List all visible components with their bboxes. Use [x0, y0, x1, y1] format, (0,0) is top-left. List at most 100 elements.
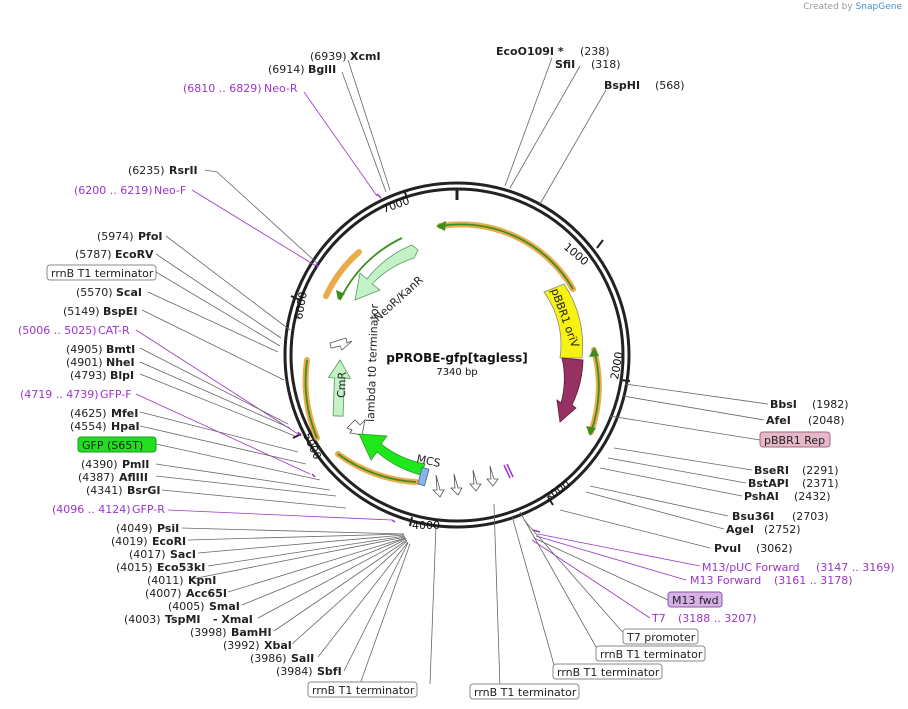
label-pos: (4719 .. 4739): [20, 388, 99, 401]
backbone-outer: [283, 181, 631, 529]
pbbr1-oriv-feature: [543, 283, 584, 359]
gfp-feature: [358, 433, 426, 476]
label-pos: (2703): [792, 510, 829, 523]
label-bamhi: BamHI: [231, 626, 272, 639]
label-sfii-pos: (318): [591, 58, 621, 71]
primer-marks: [297, 193, 541, 533]
label-t7-promoter: T7 promoter: [626, 631, 696, 644]
label-pos: (4341): [86, 484, 123, 497]
label-pos: (5006 .. 5025): [18, 324, 97, 337]
label-pos: (5149): [63, 305, 100, 318]
box-m13-fwd: [667, 591, 723, 608]
label-pos: (3992): [223, 639, 260, 652]
tick-2000: 2000: [608, 351, 626, 381]
label-sali: SalI: [291, 652, 314, 665]
pbbr1-rep-feature: [556, 357, 584, 423]
neor-feature: [354, 244, 419, 301]
label-pos: (5570): [76, 286, 113, 299]
connectors-left: [135, 169, 437, 685]
label-xcmi: XcmI: [350, 50, 381, 63]
label-rrnb-left: rrnB T1 terminator: [51, 267, 154, 280]
label-bsrgi: BsrGI: [127, 484, 160, 497]
label-ecorv: EcoRV: [115, 248, 154, 261]
label-afliii: AflIII: [119, 471, 148, 484]
box-rrnb-r3: [469, 683, 580, 700]
label-pos: (2371): [802, 477, 839, 490]
cmr-feature: [327, 359, 352, 417]
label-pos: (2291): [802, 464, 839, 477]
label-pos: (4003): [124, 613, 161, 626]
label-afei: AfeI: [766, 414, 791, 427]
tick-3000: 3000: [542, 478, 572, 505]
label-psii: PsiI: [157, 522, 179, 535]
label-acc65i: Acc65I: [186, 587, 227, 600]
label-pvui: PvuI: [714, 542, 741, 555]
label-xmai: - XmaI: [213, 613, 253, 626]
label-hpai: HpaI: [111, 420, 140, 433]
label-pos: (2752): [764, 523, 801, 536]
label-sbfi: SbfI: [317, 665, 342, 678]
label-rrnb-r1: rrnB T1 terminator: [600, 648, 703, 661]
label-pos: (6235): [128, 164, 165, 177]
snapgene-credit: Created by SnapGene: [803, 2, 902, 12]
label-sfii: SfiI: [555, 58, 575, 71]
label-blpi: BlpI: [110, 369, 134, 382]
label-m13-fwd: M13 fwd: [672, 594, 719, 607]
label-pos: (4007): [145, 587, 182, 600]
label-bglii: BglII: [308, 63, 336, 76]
label-bbsi: BbsI: [770, 398, 797, 411]
label-eco53ki: Eco53kI: [157, 561, 205, 574]
label-gfp-f: GFP-F: [100, 388, 132, 401]
label-ecori: EcoRI: [152, 535, 186, 548]
label-smai: SmaI: [209, 600, 240, 613]
label-m13puc: M13/pUC Forward: [702, 561, 800, 574]
cmr-label: CmR: [335, 371, 349, 398]
green-primer-arcs: [304, 223, 600, 483]
label-pos: (4901): [66, 356, 103, 369]
label-bmti: BmtI: [106, 343, 135, 356]
label-pos: (4793): [70, 369, 107, 382]
tick-6000: 6000: [292, 291, 310, 321]
label-bstapi: BstAPI: [748, 477, 789, 490]
arc-top-right: [437, 221, 576, 292]
label-rrnb-r2: rrnB T1 terminator: [557, 666, 660, 679]
label-pos: (3188 .. 3207): [678, 612, 757, 625]
small-arrows: [329, 337, 499, 498]
left-labels: (6235) RsrII (6200 .. 6219) Neo-F (5974)…: [18, 164, 342, 678]
label-pfoi: PfoI: [138, 230, 163, 243]
arc-left-upper: [323, 249, 362, 299]
label-pos: (4387): [78, 471, 115, 484]
box-gfp-s65t: [77, 436, 157, 453]
label-scai: ScaI: [116, 286, 142, 299]
label-pos: (4554): [70, 420, 107, 433]
label-xbai: XbaI: [264, 639, 292, 652]
label-pshai: PshAI: [744, 490, 779, 503]
label-pbbr1-rep: pBBR1 Rep: [764, 434, 825, 447]
label-pos: (4049): [116, 522, 153, 535]
mcs-feature: [417, 467, 430, 487]
label-rsrii: RsrII: [169, 164, 198, 177]
connectors-right: [493, 383, 769, 689]
label-agei: AgeI: [726, 523, 754, 536]
label-gfp-r: GFP-R: [132, 503, 165, 516]
label-pmli: PmlI: [122, 458, 149, 471]
label-pos: (4011): [147, 574, 184, 587]
label-m13-forward: M13 Forward: [690, 574, 761, 587]
green-arrowheads: [336, 221, 599, 436]
tick-5000: 5000: [300, 431, 324, 462]
label-neo-r-pos: (6810 .. 6829): [183, 82, 262, 95]
mcs-label: MCS: [415, 452, 441, 470]
label-saci: SacI: [170, 548, 196, 561]
label-t7: T7: [651, 612, 666, 625]
label-ecoo109i: EcoO109I *: [496, 45, 564, 58]
label-pos: (4015): [116, 561, 153, 574]
tick-4000: 4000: [412, 519, 440, 532]
label-gfp-s65t: GFP (S65T): [82, 439, 143, 452]
label-rrnb-r4: rrnB T1 terminator: [312, 684, 415, 697]
label-pos: (3998): [190, 626, 227, 639]
label-neo-r: Neo-R: [264, 82, 298, 95]
label-neo-f: Neo-F: [154, 184, 186, 197]
label-pos: (5787): [75, 248, 112, 261]
label-ecoo109i-pos: (238): [580, 45, 610, 58]
